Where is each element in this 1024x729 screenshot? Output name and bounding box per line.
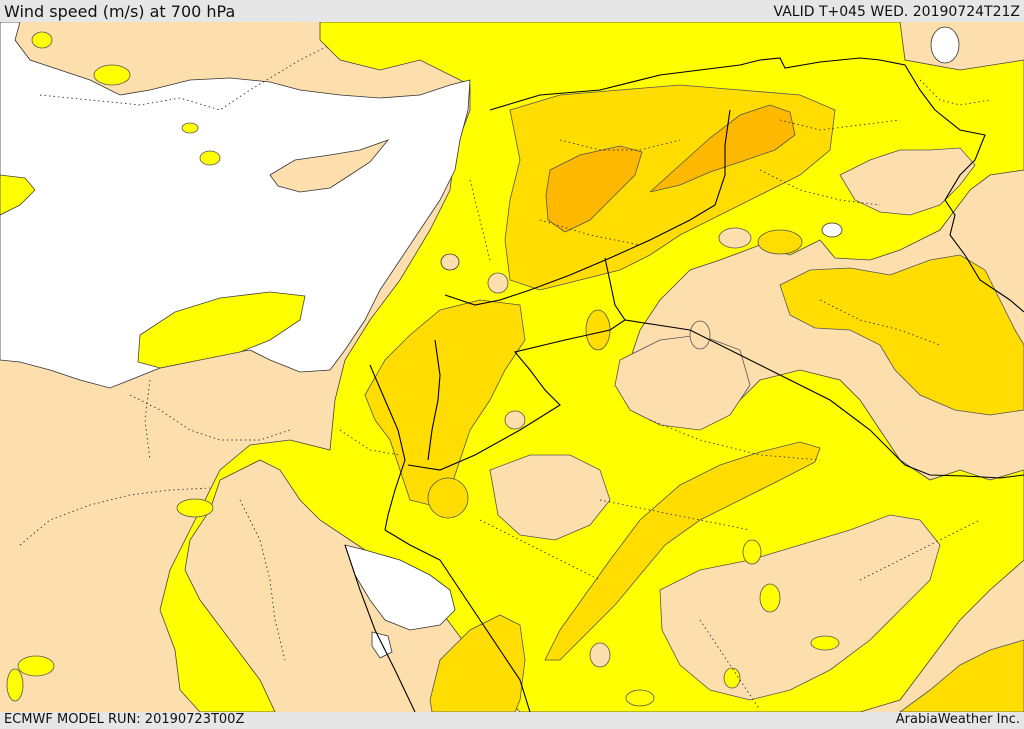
- border-line-syria-iraq: [444, 109, 731, 306]
- wind-speed-map: [0, 22, 1024, 712]
- wind-band-high-levant: [364, 299, 526, 506]
- wind-blob-4: [181, 122, 199, 134]
- wind-blob-3: [199, 150, 221, 166]
- wind-band-yellow-west-edge: [0, 174, 36, 216]
- valid-time: VALID T+045 WED. 20190724T21Z: [773, 4, 1020, 20]
- border-line-east-1: [934, 109, 1024, 313]
- header-bar: Wind speed (m/s) at 700 hPa VALID T+045 …: [0, 0, 1024, 22]
- footer-bar: ECMWF MODEL RUN: 20190723T00Z ArabiaWeat…: [0, 712, 1024, 729]
- wind-blob-11: [625, 689, 655, 707]
- credit-label: ArabiaWeather Inc.: [895, 712, 1020, 727]
- wind-band-max-2: [649, 104, 796, 193]
- wind-blob-5: [176, 498, 214, 518]
- border-line-north: [489, 57, 936, 111]
- wind-blob-12: [723, 667, 741, 689]
- wind-band-low-pocket-2: [489, 454, 611, 541]
- border-line-levant-2: [427, 339, 441, 461]
- wind-blob-15: [504, 410, 526, 430]
- lake-3: [440, 253, 460, 271]
- wind-band-low-pocket-4: [839, 147, 976, 216]
- wind-band-high-east: [779, 254, 1024, 416]
- model-run-label: ECMWF MODEL RUN: 20190723T00Z: [4, 712, 245, 727]
- wind-blob-19: [585, 309, 611, 351]
- lake-1: [821, 222, 843, 238]
- island-cyprus: [269, 139, 390, 193]
- wind-band-max-1: [545, 145, 643, 233]
- wind-blob-10: [810, 635, 840, 651]
- wind-blob-2: [93, 64, 131, 86]
- province-boundaries: [19, 44, 991, 711]
- border-line-iraq-saudi: [624, 319, 1024, 479]
- wind-blob-16: [718, 227, 752, 249]
- wind-blob-9: [742, 539, 762, 565]
- wind-blob-6: [17, 655, 55, 677]
- wind-band-low-pocket-1: [614, 334, 751, 431]
- wind-blob-1: [31, 31, 53, 49]
- border-line-arabia-west: [344, 544, 416, 712]
- wind-blob-8: [759, 583, 781, 613]
- lake-2: [930, 26, 960, 64]
- sea-red: [344, 544, 456, 631]
- wind-blob-20: [427, 477, 469, 519]
- wind-blob-17: [757, 229, 803, 255]
- wind-band-high-southeast: [899, 639, 1024, 712]
- wind-band-yellow-west: [137, 291, 306, 369]
- wind-blob-14: [487, 272, 509, 294]
- border-line-coast-sinai: [384, 529, 531, 712]
- wind-band-low-pocket-3: [659, 514, 941, 701]
- map-title: Wind speed (m/s) at 700 hPa: [4, 2, 236, 21]
- wind-band-high-south: [544, 441, 821, 661]
- wind-band-high-south-2: [429, 614, 526, 712]
- wind-blob-13: [589, 642, 611, 668]
- border-line-levant: [369, 364, 406, 531]
- sea-mediterranean: [0, 22, 471, 389]
- wind-blob-7: [6, 668, 24, 702]
